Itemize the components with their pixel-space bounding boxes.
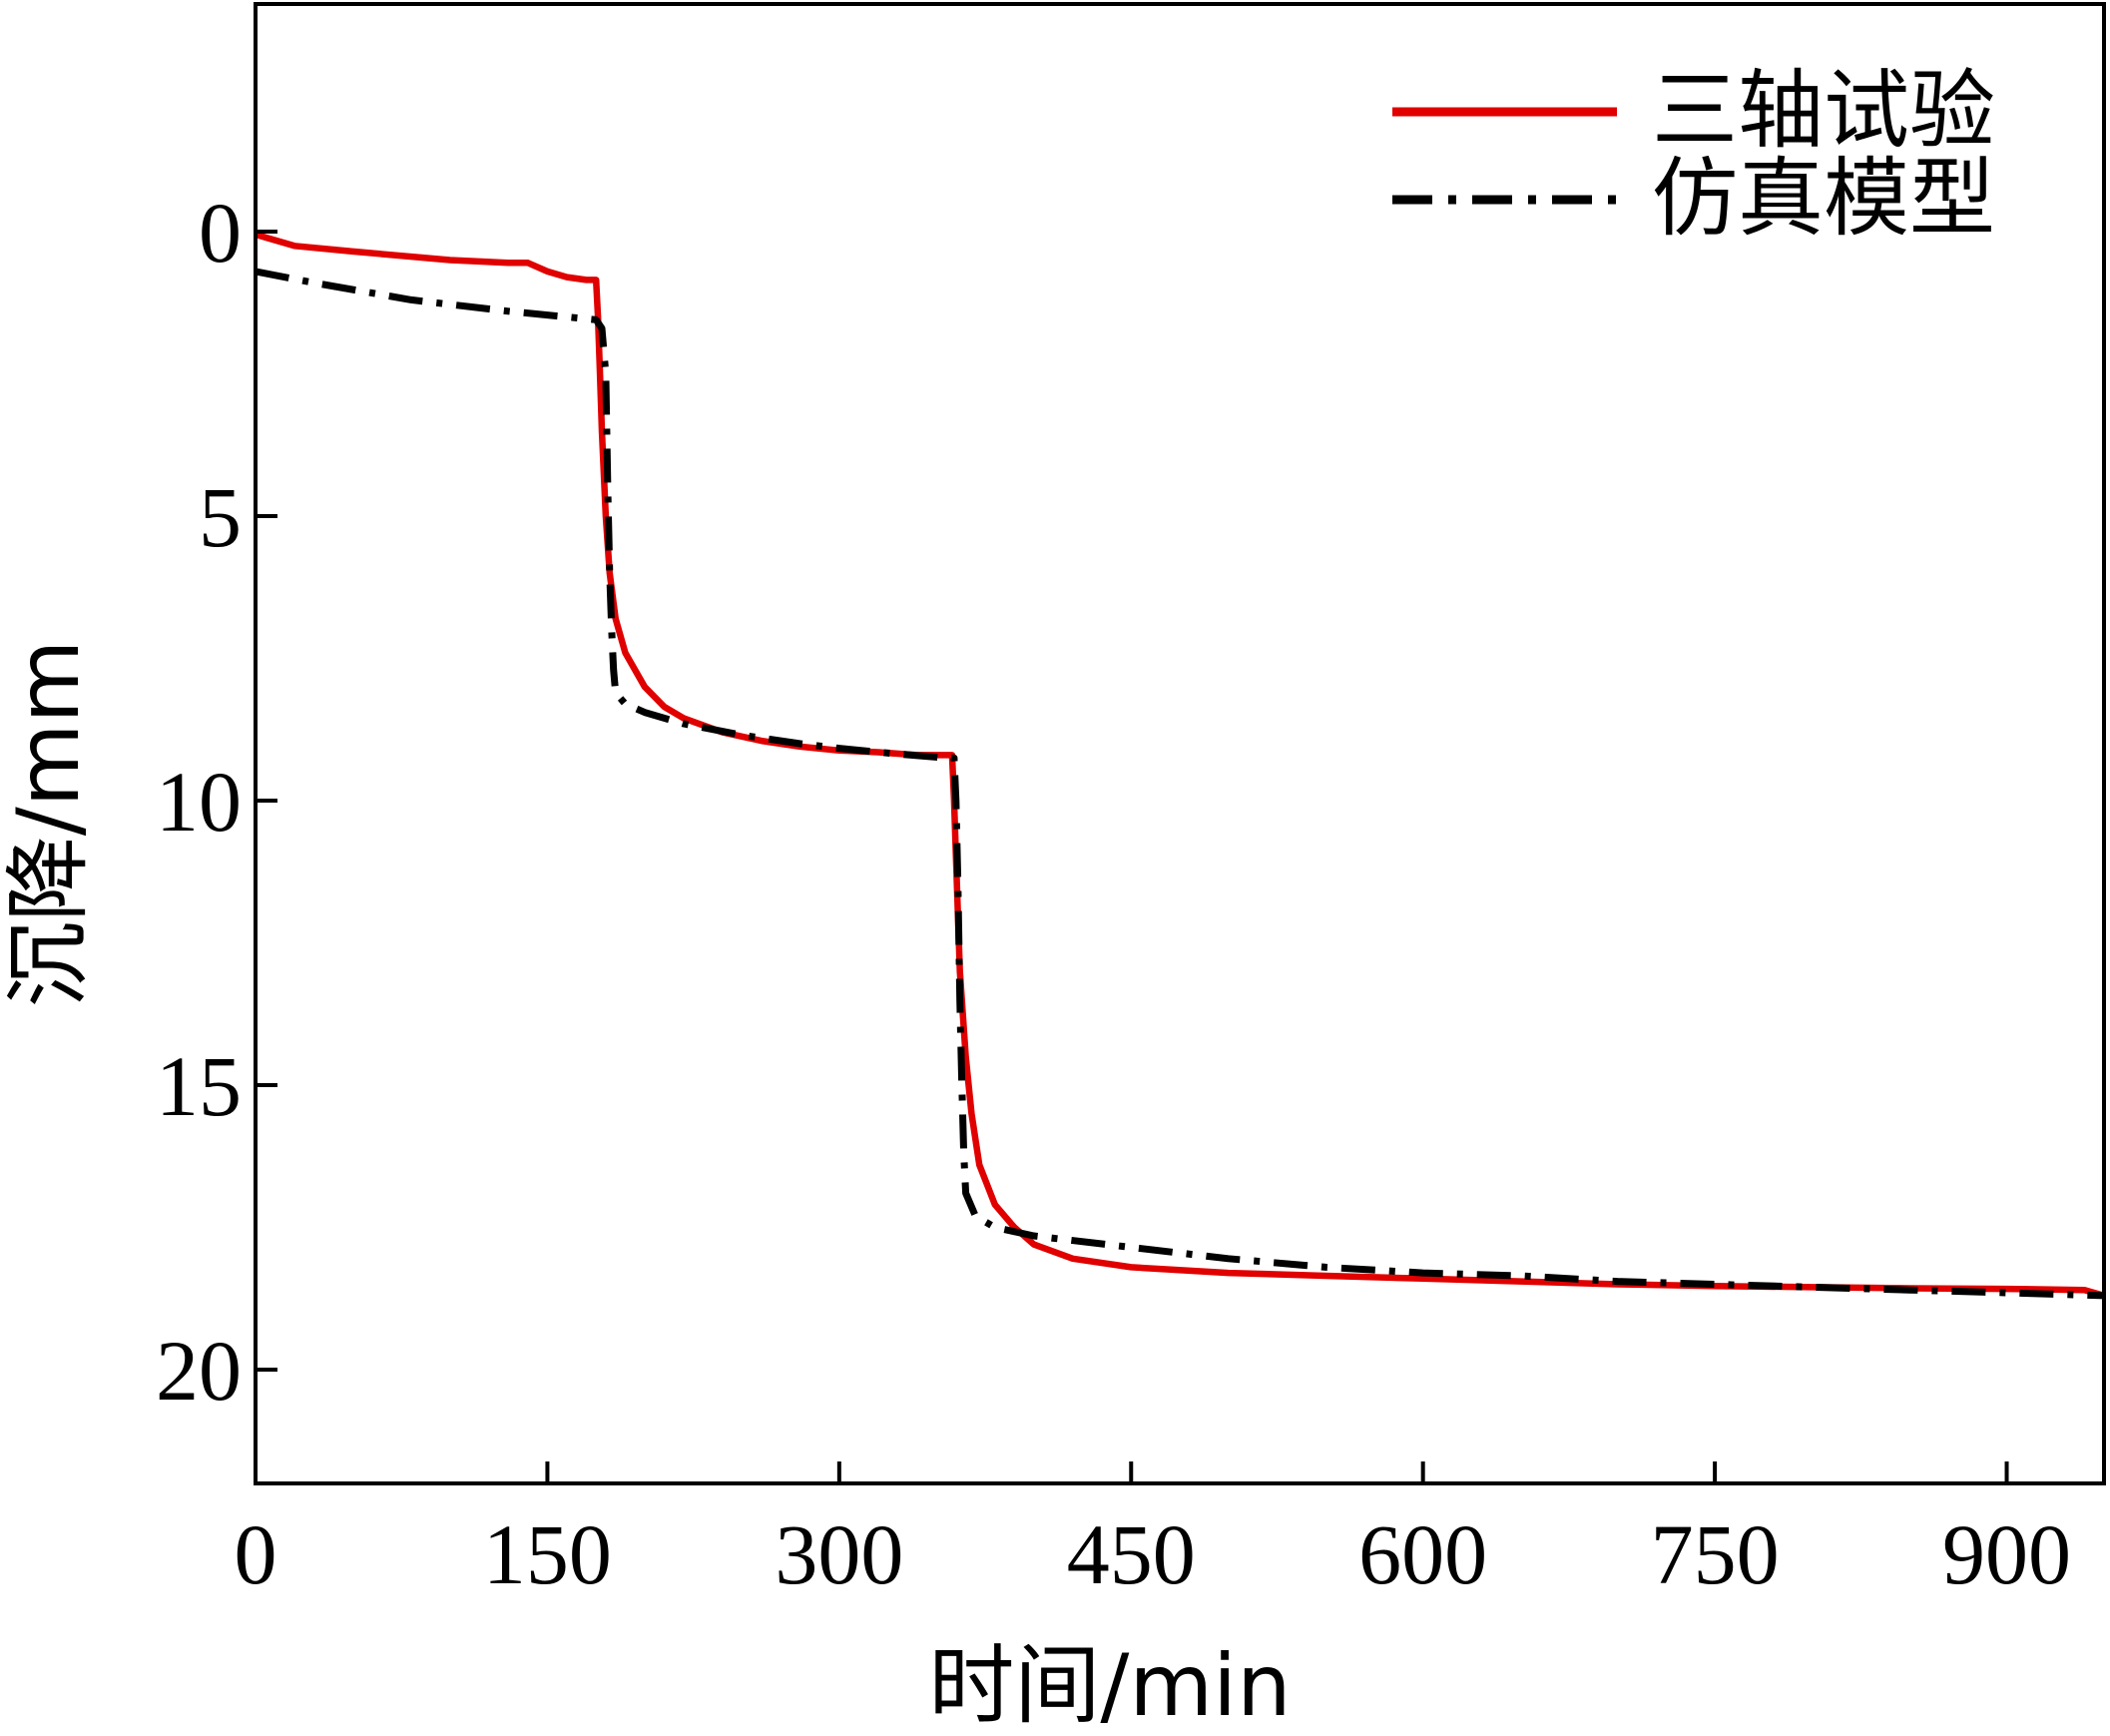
legend-label-experiment: 三轴试验 xyxy=(1652,61,1995,161)
axes-frame xyxy=(254,2,2106,1485)
series-line-simulation xyxy=(255,268,2105,1300)
y-tick-label: 10 xyxy=(156,754,242,850)
legend: 三轴试验 仿真模型 xyxy=(1392,61,1995,249)
series-layer xyxy=(255,231,2105,1300)
x-tick-label: 150 xyxy=(483,1506,612,1602)
y-tick-label: 20 xyxy=(156,1323,242,1419)
y-tick-label: 0 xyxy=(199,185,242,281)
series-line-experiment xyxy=(255,231,2105,1300)
x-tick-label: 300 xyxy=(775,1506,903,1602)
legend-label-simulation: 仿真模型 xyxy=(1652,149,1995,249)
x-tick-label: 900 xyxy=(1942,1506,2071,1602)
x-tick-label: 600 xyxy=(1358,1506,1487,1602)
y-tick-label: 5 xyxy=(199,469,242,565)
y-tick-label: 15 xyxy=(156,1038,242,1134)
x-tick-label: 0 xyxy=(235,1506,277,1602)
x-axis-label: 时间/min xyxy=(928,1636,1291,1736)
plot-frame xyxy=(254,2,2106,1485)
x-tick-label: 450 xyxy=(1067,1506,1196,1602)
x-tick-label: 750 xyxy=(1651,1506,1780,1602)
tick-layer: 0 150 300 450 600 750 900 0 5 10 15 20 xyxy=(156,185,2071,1602)
y-axis-label: 沉降/mm xyxy=(0,640,99,1008)
